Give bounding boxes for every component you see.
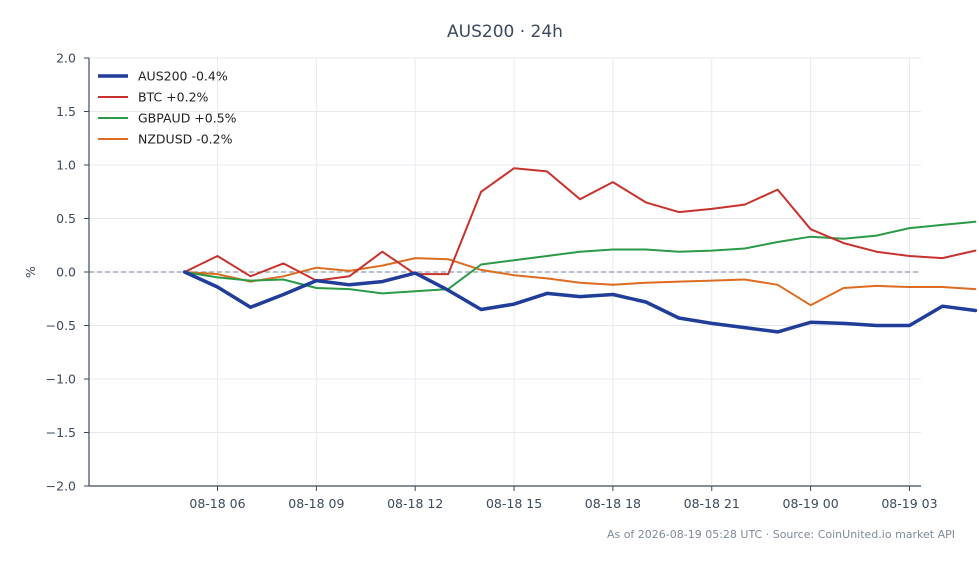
y-tick-labels: 2.0 1.5 1.0 0.5 0.0 −0.5 −1.0 −1.5 −2.0 xyxy=(46,51,76,494)
y-tick-label: 0.0 xyxy=(56,265,76,280)
y-tick-label: −1.0 xyxy=(46,372,76,387)
y-tick-label: −2.0 xyxy=(46,479,76,494)
legend-label-gbpaud: GBPAUD +0.5% xyxy=(138,111,237,126)
y-tick-label: −0.5 xyxy=(46,318,76,333)
x-tick-label: 08-19 00 xyxy=(783,496,839,511)
axes xyxy=(84,57,921,491)
x-tick-labels: 08-18 06 08-18 09 08-18 12 08-18 15 08-18 18… xyxy=(189,496,937,511)
y-axis-label: % xyxy=(23,266,38,278)
x-tick-label: 08-18 06 xyxy=(189,496,245,511)
footer-source-note: As of 2026-08-19 05:28 UTC · Source: Coi… xyxy=(607,528,955,541)
x-tick-label: 08-19 03 xyxy=(881,496,937,511)
series-line-nzdusd xyxy=(183,257,977,307)
y-tick-label: 2.0 xyxy=(56,51,76,66)
x-tick-label: 08-18 15 xyxy=(486,496,542,511)
x-tick-label: 08-18 18 xyxy=(585,496,641,511)
series-line-gbpaud xyxy=(183,220,977,295)
y-tick-label: 0.5 xyxy=(56,211,76,226)
legend-label-nzdusd: NZDUSD -0.2% xyxy=(138,132,233,147)
legend: AUS200 -0.4% BTC +0.2% GBPAUD +0.5% NZDUSD … xyxy=(98,69,237,147)
y-tick-label: 1.5 xyxy=(56,104,76,119)
legend-label-btc: BTC +0.2% xyxy=(138,90,209,105)
series-line-aus200 xyxy=(182,270,978,334)
x-tick-label: 08-18 21 xyxy=(684,496,740,511)
legend-label-aus200: AUS200 -0.4% xyxy=(138,69,228,84)
chart-title: AUS200 · 24h xyxy=(447,22,563,42)
y-tick-label: −1.5 xyxy=(46,425,76,440)
y-tick-label: 1.0 xyxy=(56,158,76,173)
series-lines xyxy=(182,167,978,334)
series-line-btc xyxy=(183,167,977,282)
x-tick-label: 08-18 12 xyxy=(387,496,443,511)
x-tick-label: 08-18 09 xyxy=(288,496,344,511)
